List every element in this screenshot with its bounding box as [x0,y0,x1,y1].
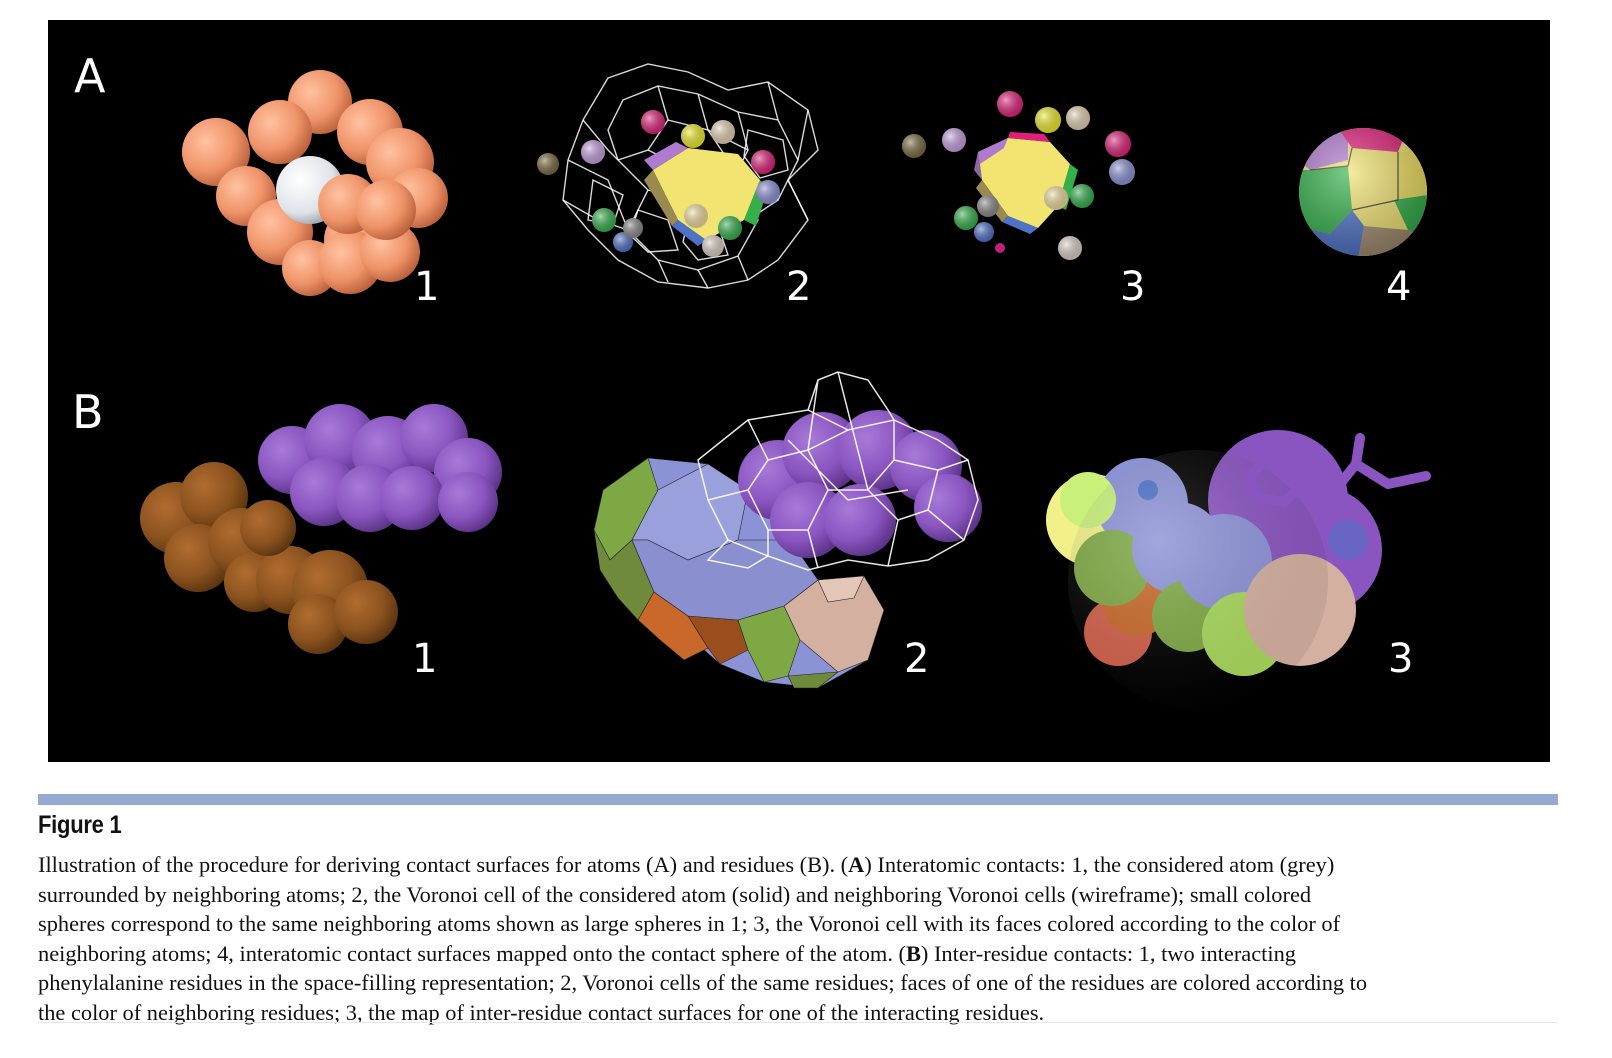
caption-text: neighboring atoms; 4, interatomic contac… [38,940,906,966]
a3-neighbor-spheres [902,91,1135,260]
caption-line-6: the color of neighboring residues; 3, th… [38,999,1045,1025]
caption-line-5: phenylalanine residues in the space-fill… [38,970,1368,995]
caption-text: Illustration of the procedure for derivi… [38,852,849,877]
caption-bold-a: A [848,852,865,877]
caption-line-3: spheres correspond to the same neighbori… [38,911,1341,936]
panel-letter-a: A [74,49,106,103]
figure-image-panel: A B 1 [48,20,1550,762]
panel-letter-b: B [72,385,104,439]
caption-line-2: surrounded by neighboring atoms; 2, the … [38,881,1312,907]
b3-contact-surface-map [1046,430,1382,710]
b2-voronoi-wireframe [697,371,979,571]
caption-text: ) Interatomic contacts: 1, the considere… [864,852,1335,877]
b2-colored-voronoi-residue [593,457,885,689]
panel-b-number-3: 3 [1388,636,1413,682]
a2-neighbor-spheres [537,110,780,257]
panel-b-number-2: 2 [904,636,929,682]
panel-a-number-4: 4 [1386,264,1411,310]
b2-purple-residue-spheres [738,410,982,558]
a1-atom-cluster [182,70,448,296]
caption-divider [38,794,1558,805]
panel-a-number-3: 3 [1120,264,1145,310]
a4-contact-sphere [1299,128,1427,256]
b3-purple-stick-residue [1243,433,1431,507]
figure-illustration: A B 1 [72,49,1431,710]
panel-a-number-1: 1 [414,264,439,310]
panel-a-number-2: 2 [786,264,811,310]
b1-purple-residue [258,404,502,532]
caption-text: ) Inter-residue contacts: 1, two interac… [920,940,1296,966]
caption-bold-b: B [905,940,921,966]
a3-voronoi-cell-colored [974,132,1078,234]
figure-caption: Illustration of the procedure for derivi… [38,850,1578,1027]
bottom-divider [38,1022,1558,1023]
figure-title: Figure 1 [38,811,122,839]
panel-b-number-1: 1 [412,636,437,682]
b1-brown-residue [140,462,398,654]
a2-voronoi-cell-solid [644,142,768,246]
caption-line-1: Illustration of the procedure for derivi… [38,850,1578,880]
caption-line-4: neighboring atoms; 4, interatomic contac… [38,939,1578,969]
